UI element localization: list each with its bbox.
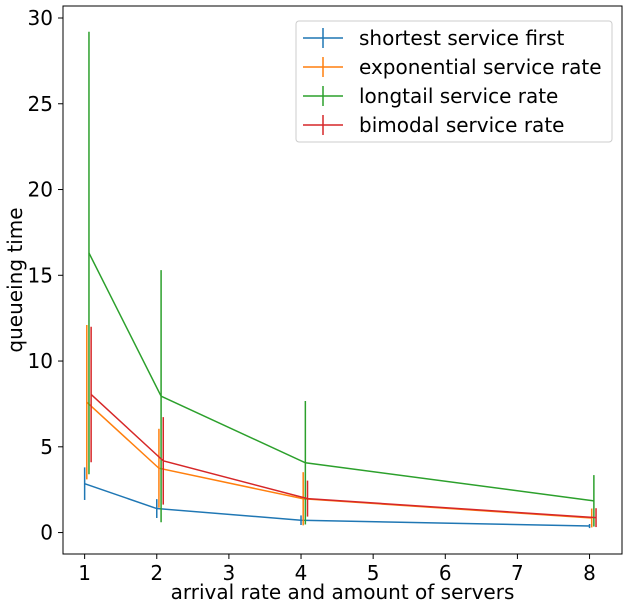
ticks-layer: 1 2 3 4 5 6 7 8 0 5 10 15 20 25 30 bbox=[28, 6, 596, 585]
x-tick-label: 2 bbox=[150, 561, 163, 585]
x-tick-label: 5 bbox=[367, 561, 380, 585]
series-line bbox=[90, 393, 597, 519]
legend-entry: exponential service rate bbox=[303, 55, 602, 79]
y-tick-label: 15 bbox=[28, 263, 53, 287]
x-tick-label: 1 bbox=[78, 561, 91, 585]
x-axis-title: arrival rate and amount of servers bbox=[171, 580, 515, 604]
series-longtail-service-rate bbox=[88, 31, 595, 527]
x-tick-label: 7 bbox=[511, 561, 524, 585]
y-tick-label: 10 bbox=[28, 349, 53, 373]
y-tick-label: 30 bbox=[28, 6, 53, 30]
legend: shortest service first exponential servic… bbox=[295, 20, 613, 143]
y-tick-label: 20 bbox=[28, 178, 53, 202]
series-bimodal-service-rate bbox=[90, 326, 597, 528]
legend-label: exponential service rate bbox=[359, 55, 602, 79]
series-layer bbox=[83, 31, 597, 529]
x-tick-label: 6 bbox=[439, 561, 452, 585]
y-tick-label: 0 bbox=[40, 521, 53, 545]
series-line bbox=[88, 252, 594, 502]
y-axis-title: queueing time bbox=[3, 207, 27, 352]
y-tick-label: 5 bbox=[40, 435, 53, 459]
legend-box bbox=[295, 20, 613, 143]
legend-label: longtail service rate bbox=[359, 84, 558, 108]
series-line bbox=[84, 482, 590, 527]
plot-frame bbox=[62, 5, 623, 555]
series-shortest-service-first bbox=[83, 467, 591, 529]
x-tick-label: 8 bbox=[583, 561, 596, 585]
legend-label: shortest service first bbox=[359, 26, 565, 50]
x-tick-label: 3 bbox=[223, 561, 236, 585]
legend-entry: bimodal service rate bbox=[303, 113, 564, 137]
legend-label: bimodal service rate bbox=[359, 113, 564, 137]
legend-entry: longtail service rate bbox=[303, 84, 558, 108]
legend-entry: shortest service first bbox=[303, 26, 565, 50]
x-tick-label: 4 bbox=[295, 561, 308, 585]
y-tick-label: 25 bbox=[28, 92, 53, 116]
